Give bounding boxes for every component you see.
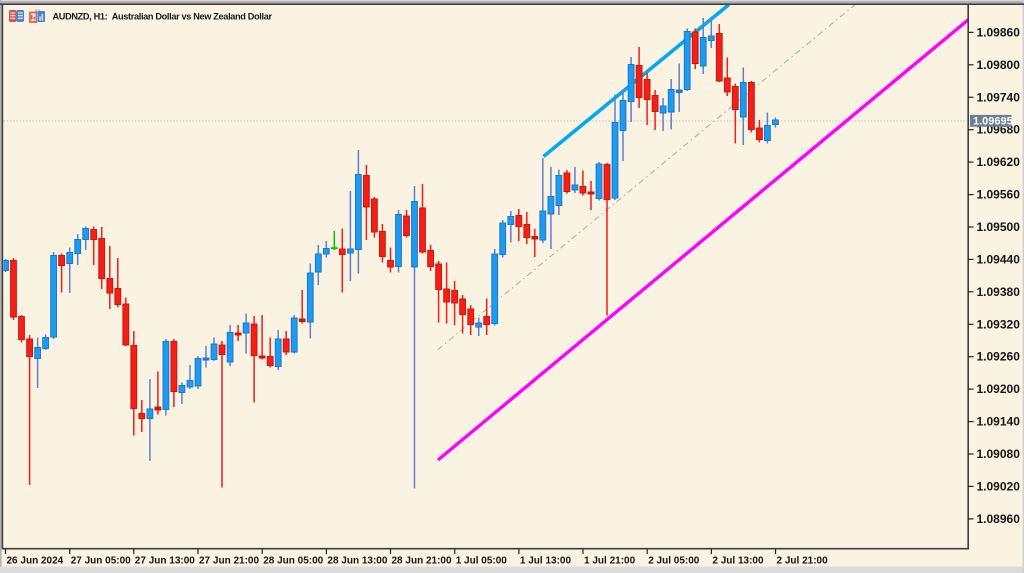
svg-text:1.09860: 1.09860 [977, 25, 1021, 39]
svg-text:2 Jul 05:00: 2 Jul 05:00 [648, 556, 700, 567]
svg-text:28 Jun 13:00: 28 Jun 13:00 [327, 556, 387, 567]
svg-text:1.08960: 1.08960 [977, 512, 1021, 526]
svg-text:1.09560: 1.09560 [977, 188, 1021, 202]
svg-text:2 Jul 21:00: 2 Jul 21:00 [777, 556, 829, 567]
svg-text:1.09800: 1.09800 [977, 58, 1021, 72]
svg-text:27 Jun 05:00: 27 Jun 05:00 [71, 556, 131, 567]
svg-text:28 Jun 05:00: 28 Jun 05:00 [263, 556, 323, 567]
svg-text:1 Jul 05:00: 1 Jul 05:00 [456, 556, 508, 567]
svg-text:1.09740: 1.09740 [977, 90, 1021, 104]
svg-text:27 Jun 21:00: 27 Jun 21:00 [199, 556, 259, 567]
svg-text:1.09620: 1.09620 [977, 155, 1021, 169]
svg-text:1.09200: 1.09200 [977, 382, 1021, 396]
svg-text:1.09140: 1.09140 [977, 415, 1021, 429]
svg-text:28 Jun 21:00: 28 Jun 21:00 [392, 556, 452, 567]
svg-text:2 Jul 13:00: 2 Jul 13:00 [712, 556, 764, 567]
svg-text:1.09695: 1.09695 [973, 115, 1013, 127]
svg-text:1.09500: 1.09500 [977, 220, 1021, 234]
svg-text:1.09440: 1.09440 [977, 252, 1021, 266]
svg-text:26 Jun 2024: 26 Jun 2024 [7, 556, 64, 567]
svg-text:27 Jun 13:00: 27 Jun 13:00 [135, 556, 195, 567]
svg-text:1.09080: 1.09080 [977, 447, 1021, 461]
svg-text:1 Jul 13:00: 1 Jul 13:00 [520, 556, 572, 567]
svg-text:1.09020: 1.09020 [977, 479, 1021, 493]
svg-text:1 Jul 21:00: 1 Jul 21:00 [584, 556, 636, 567]
svg-text:1.09260: 1.09260 [977, 350, 1021, 364]
svg-text:AUDNZD, H1: Australian Dollar: AUDNZD, H1: Australian Dollar vs New Zea… [53, 12, 273, 22]
svg-text:1.09320: 1.09320 [977, 317, 1021, 331]
svg-text:1.09380: 1.09380 [977, 285, 1021, 299]
